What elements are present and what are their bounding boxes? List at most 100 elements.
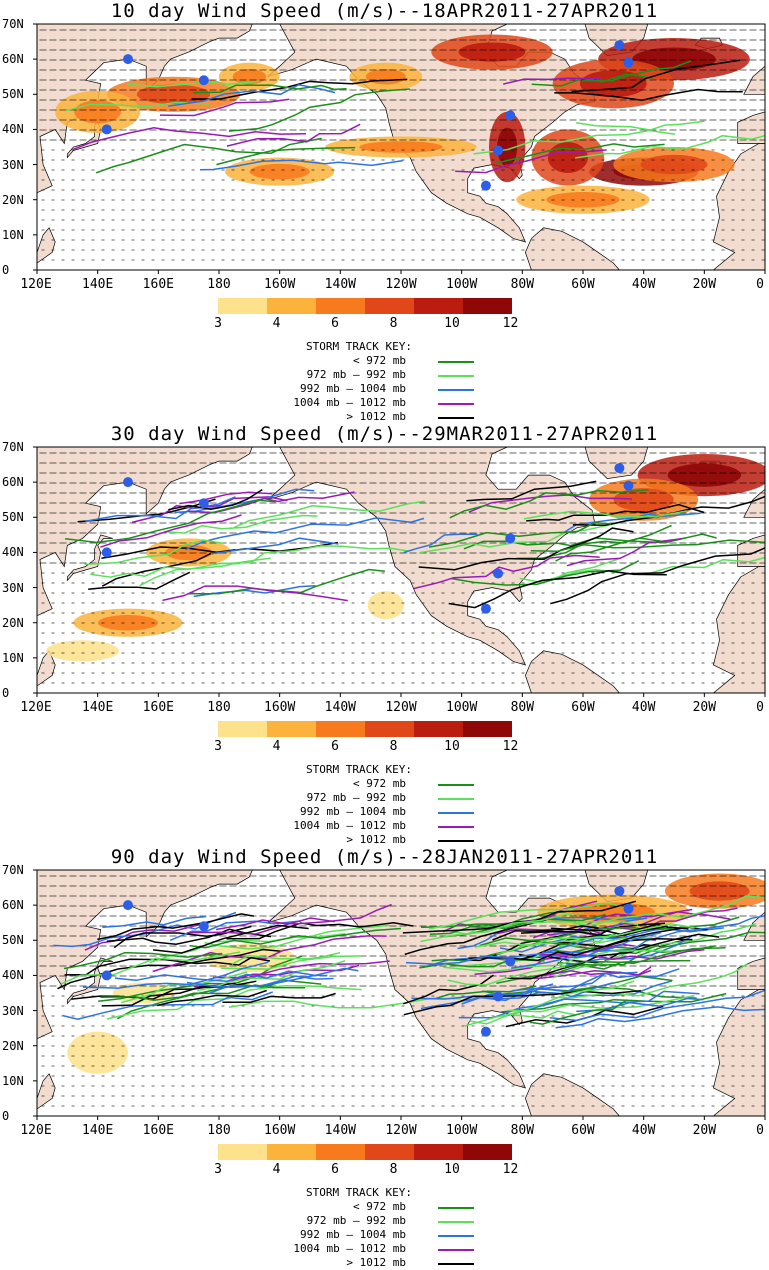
- location-marker: [505, 533, 515, 543]
- longitude-label: 140E: [82, 278, 113, 292]
- storm-key-swatch: [438, 1207, 474, 1209]
- longitude-label: 20W: [693, 701, 716, 715]
- colorbar-label: 8: [390, 739, 398, 754]
- storm-key-row: > 1012 mb: [240, 410, 480, 424]
- wind-panel-2: 30 day Wind Speed (m/s)--29MAR2011-27APR…: [0, 423, 769, 846]
- storm-key-swatch: [438, 1263, 474, 1265]
- colorbar-segment: [267, 298, 316, 314]
- longitude-label: 20W: [693, 1124, 716, 1138]
- longitude-label: 160W: [264, 701, 295, 715]
- storm-key-label: > 1012 mb: [346, 1256, 406, 1270]
- storm-key-swatch: [438, 812, 474, 814]
- longitude-label: 0: [756, 278, 764, 292]
- longitude-label: 140W: [325, 278, 356, 292]
- wind-map: [0, 437, 769, 703]
- longitude-label: 100W: [446, 278, 477, 292]
- location-marker: [624, 904, 634, 914]
- location-marker: [493, 569, 503, 579]
- latitude-label: 40N: [2, 969, 24, 981]
- location-marker: [481, 1027, 491, 1037]
- longitude-label: 180: [207, 701, 230, 715]
- colorbar-segment: [218, 721, 267, 737]
- location-marker: [614, 886, 624, 896]
- colorbar-label: 10: [444, 1162, 460, 1177]
- location-marker: [624, 58, 634, 68]
- longitude-label: 0: [756, 701, 764, 715]
- storm-key-row: 972 mb – 992 mb: [240, 1214, 480, 1228]
- longitude-label: 100W: [446, 701, 477, 715]
- latitude-label: 50N: [2, 88, 24, 100]
- storm-key-swatch: [438, 375, 474, 377]
- colorbar-segment: [463, 721, 512, 737]
- longitude-label: 160W: [264, 1124, 295, 1138]
- longitude-label: 60W: [571, 1124, 594, 1138]
- storm-key-row: 992 mb – 1004 mb: [240, 805, 480, 819]
- colorbar-label: 4: [273, 739, 281, 754]
- colorbar-segment: [267, 1144, 316, 1160]
- colorbar-segment: [218, 1144, 267, 1160]
- wind-map: [0, 14, 769, 280]
- colorbar-segment: [463, 298, 512, 314]
- storm-key-label: 972 mb – 992 mb: [307, 791, 406, 805]
- longitude-label: 120W: [385, 278, 416, 292]
- colorbar-label: 10: [444, 316, 460, 331]
- storm-key-row: < 972 mb: [240, 1200, 480, 1214]
- location-marker: [102, 124, 112, 134]
- wind-speed-band: [67, 1032, 128, 1074]
- latitude-label: 20N: [2, 194, 24, 206]
- storm-key-swatch: [438, 361, 474, 363]
- location-marker: [624, 481, 634, 491]
- storm-key-label: 1004 mb – 1012 mb: [293, 819, 406, 833]
- longitude-label: 80W: [511, 701, 534, 715]
- latitude-label: 0: [2, 264, 9, 276]
- colorbar-label: 3: [214, 316, 222, 331]
- storm-key-swatch: [438, 826, 474, 828]
- latitude-label: 20N: [2, 617, 24, 629]
- colorbar-label: 6: [331, 739, 339, 754]
- storm-key-row: 1004 mb – 1012 mb: [240, 396, 480, 410]
- longitude-label: 40W: [632, 1124, 655, 1138]
- colorbar-segment: [218, 298, 267, 314]
- longitude-label: 180: [207, 278, 230, 292]
- longitude-label: 40W: [632, 701, 655, 715]
- colorbar: [218, 298, 512, 314]
- colorbar-segment: [463, 1144, 512, 1160]
- location-marker: [102, 547, 112, 557]
- longitude-label: 100W: [446, 1124, 477, 1138]
- wind-panel-3: 90 day Wind Speed (m/s)--28JAN2011-27APR…: [0, 846, 769, 1269]
- storm-key-row: 992 mb – 1004 mb: [240, 382, 480, 396]
- colorbar-label: 6: [331, 316, 339, 331]
- latitude-label: 70N: [2, 441, 24, 453]
- storm-key-label: 1004 mb – 1012 mb: [293, 396, 406, 410]
- storm-key-swatch: [438, 1235, 474, 1237]
- storm-key-label: 1004 mb – 1012 mb: [293, 1242, 406, 1256]
- latitude-label: 10N: [2, 1075, 24, 1087]
- colorbar-segment: [414, 1144, 463, 1160]
- storm-key-label: > 1012 mb: [346, 410, 406, 424]
- latitude-label: 60N: [2, 899, 24, 911]
- storm-key-row: 972 mb – 992 mb: [240, 791, 480, 805]
- storm-key-title: STORM TRACK KEY:: [306, 763, 412, 777]
- latitude-label: 30N: [2, 582, 24, 594]
- colorbar: [218, 1144, 512, 1160]
- colorbar-label: 4: [273, 1162, 281, 1177]
- longitude-label: 140E: [82, 701, 113, 715]
- location-marker: [123, 54, 133, 64]
- longitude-label: 140W: [325, 1124, 356, 1138]
- storm-key-label: < 972 mb: [353, 354, 406, 368]
- latitude-label: 70N: [2, 864, 24, 876]
- storm-key-label: 992 mb – 1004 mb: [300, 1228, 406, 1242]
- storm-key-row: 972 mb – 992 mb: [240, 368, 480, 382]
- longitude-label: 160E: [143, 278, 174, 292]
- colorbar-label: 12: [503, 739, 519, 754]
- colorbar-label: 3: [214, 739, 222, 754]
- latitude-label: 30N: [2, 159, 24, 171]
- latitude-label: 30N: [2, 1005, 24, 1017]
- colorbar-segment: [316, 721, 365, 737]
- longitude-label: 80W: [511, 278, 534, 292]
- longitude-label: 140E: [82, 1124, 113, 1138]
- location-marker: [493, 992, 503, 1002]
- latitude-label: 10N: [2, 229, 24, 241]
- colorbar-label: 10: [444, 739, 460, 754]
- colorbar-label: 8: [390, 1162, 398, 1177]
